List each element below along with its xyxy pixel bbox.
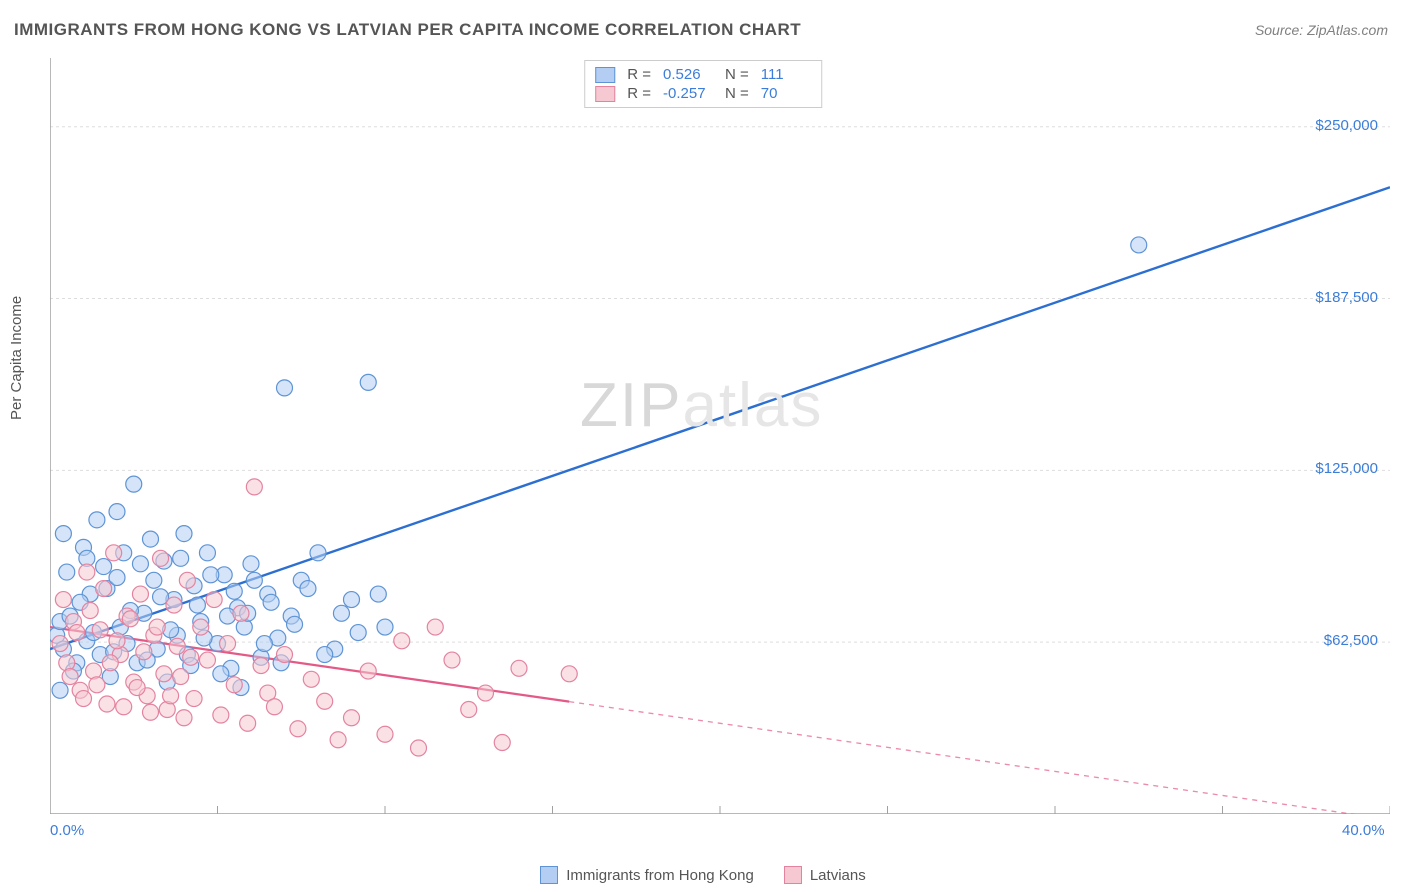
source-attribution: Source: ZipAtlas.com <box>1255 22 1388 38</box>
series-legend-label: Immigrants from Hong Kong <box>566 867 754 884</box>
chart-title: IMMIGRANTS FROM HONG KONG VS LATVIAN PER… <box>14 20 801 40</box>
legend-swatch <box>595 67 615 83</box>
series-legend-label: Latvians <box>810 867 866 884</box>
legend-r-value: -0.257 <box>663 85 713 102</box>
y-tick-label: $250,000 <box>1315 117 1378 134</box>
legend-r-label: R = <box>627 66 651 83</box>
series-legend-item: Latvians <box>784 866 866 884</box>
chart-area <box>50 58 1390 848</box>
legend-n-label: N = <box>725 66 749 83</box>
y-tick-label: $62,500 <box>1324 632 1378 649</box>
legend-r-value: 0.526 <box>663 66 713 83</box>
correlation-legend-row: R = 0.526 N = 111 <box>595 65 811 84</box>
x-tick-label: 0.0% <box>50 822 84 839</box>
correlation-legend: R = 0.526 N = 111 R = -0.257 N = 70 <box>584 60 822 108</box>
series-legend-item: Immigrants from Hong Kong <box>540 866 754 884</box>
legend-n-value: 70 <box>761 85 811 102</box>
y-axis-label: Per Capita Income <box>8 296 25 420</box>
legend-n-value: 111 <box>761 66 811 83</box>
legend-n-label: N = <box>725 85 749 102</box>
legend-swatch <box>540 866 558 884</box>
x-tick-label: 40.0% <box>1342 822 1385 839</box>
legend-r-label: R = <box>627 85 651 102</box>
legend-swatch <box>595 86 615 102</box>
correlation-legend-row: R = -0.257 N = 70 <box>595 84 811 103</box>
y-tick-label: $125,000 <box>1315 460 1378 477</box>
y-tick-label: $187,500 <box>1315 289 1378 306</box>
series-legend: Immigrants from Hong Kong Latvians <box>0 866 1406 884</box>
scatter-chart-svg <box>50 58 1390 814</box>
legend-swatch <box>784 866 802 884</box>
